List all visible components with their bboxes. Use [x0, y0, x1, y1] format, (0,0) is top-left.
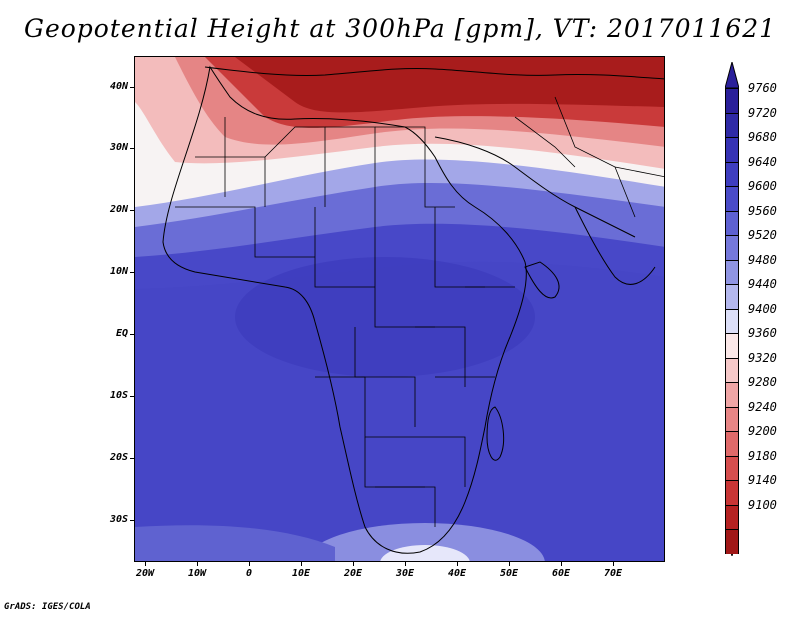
- country-borders: [175, 96, 664, 527]
- lat-tick: [130, 458, 134, 459]
- band-south-white: [380, 545, 470, 561]
- colorbar-label: 9140: [748, 473, 777, 487]
- colorbar-label: 9100: [748, 497, 777, 512]
- band-deep-red: [235, 57, 664, 113]
- band-south-west-light: [135, 525, 335, 561]
- lon-label-70e: 70E: [603, 568, 623, 579]
- lat-tick: [130, 87, 134, 88]
- colorbar-label: 9200: [748, 424, 777, 438]
- lon-tick: [613, 562, 614, 566]
- colorbar-cell: [725, 455, 739, 480]
- colorbar-cell: [725, 88, 739, 113]
- credit-text: GrADS: IGES/COLA: [4, 602, 91, 612]
- colorbar-label: 9640: [748, 154, 777, 169]
- colorbar-label: 9480: [748, 252, 777, 267]
- lon-label-20e: 20E: [343, 568, 363, 579]
- chart-title: Geopotential Height at 300hPa [gpm], VT:…: [23, 14, 777, 43]
- lon-label-50e: 50E: [499, 568, 519, 579]
- lat-label-20s: 20S: [109, 452, 128, 463]
- colorbar-cell: [725, 235, 739, 260]
- lat-label-10n: 10N: [109, 266, 128, 277]
- lon-label-20w: 20W: [135, 568, 155, 579]
- lat-tick: [130, 272, 134, 273]
- colorbar-cell: [725, 406, 739, 431]
- colorbar-cell: [725, 284, 739, 309]
- colorbar-cell: [725, 504, 739, 529]
- lat-label-10s: 10S: [109, 390, 128, 401]
- colorbar-cell: [725, 137, 739, 162]
- lon-tick: [509, 562, 510, 566]
- lat-tick: [130, 520, 134, 521]
- lon-label-60e: 60E: [551, 568, 571, 579]
- lat-label-40n: 40N: [109, 81, 128, 92]
- lon-tick: [145, 562, 146, 566]
- lon-tick: [249, 562, 250, 566]
- lon-label-0: 0: [245, 568, 253, 579]
- band-central-darker: [235, 257, 535, 377]
- lon-label-10w: 10W: [187, 568, 207, 579]
- colorbar-cell: [725, 480, 739, 505]
- colorbar-label: 9180: [748, 448, 777, 463]
- lon-tick: [405, 562, 406, 566]
- lon-label-10e: 10E: [291, 568, 311, 579]
- lon-tick: [457, 562, 458, 566]
- lon-tick: [353, 562, 354, 566]
- colorbar-label: 9320: [748, 350, 777, 365]
- map-field: [135, 57, 664, 561]
- colorbar-label: 9560: [748, 203, 777, 218]
- colorbar-cell: [725, 186, 739, 211]
- lat-label-30n: 30N: [109, 142, 128, 153]
- colorbar-label: 9440: [748, 277, 777, 291]
- lon-tick: [561, 562, 562, 566]
- lat-tick: [130, 396, 134, 397]
- colorbar-cell: [725, 382, 739, 407]
- colorbar-label: 9680: [748, 130, 777, 144]
- lon-label-30e: 30E: [395, 568, 415, 579]
- colorbar-cell: [725, 308, 739, 333]
- colorbar-cell: [725, 259, 739, 284]
- colorbar-label: 9520: [748, 228, 777, 242]
- colorbar-cell: [725, 161, 739, 186]
- map-panel: [134, 56, 665, 562]
- colorbar-label: 9720: [748, 105, 777, 120]
- colorbar-label: 9360: [748, 326, 777, 340]
- band-south-light: [305, 523, 545, 561]
- colorbar-cell: [725, 529, 739, 554]
- lat-label-eq: EQ: [115, 328, 128, 339]
- lon-tick: [197, 562, 198, 566]
- colorbar-label: 9280: [748, 375, 777, 389]
- lat-label-20n: 20N: [109, 204, 128, 215]
- colorbar-label: 9600: [748, 179, 777, 193]
- lat-tick: [130, 210, 134, 211]
- lat-tick: [130, 334, 134, 335]
- colorbar-cell: [725, 112, 739, 137]
- lat-tick: [130, 148, 134, 149]
- colorbar-cell: [725, 210, 739, 235]
- lat-label-30s: 30S: [109, 514, 128, 525]
- colorbar-cell: [725, 333, 739, 358]
- colorbar-top-arrow: [725, 62, 739, 88]
- colorbar-cell: [725, 357, 739, 382]
- colorbar-cell: [725, 431, 739, 456]
- colorbar-label: 9400: [748, 301, 777, 316]
- lon-tick: [301, 562, 302, 566]
- lon-label-40e: 40E: [447, 568, 467, 579]
- colorbar-label: 9760: [748, 81, 777, 95]
- colorbar-label: 9240: [748, 399, 777, 414]
